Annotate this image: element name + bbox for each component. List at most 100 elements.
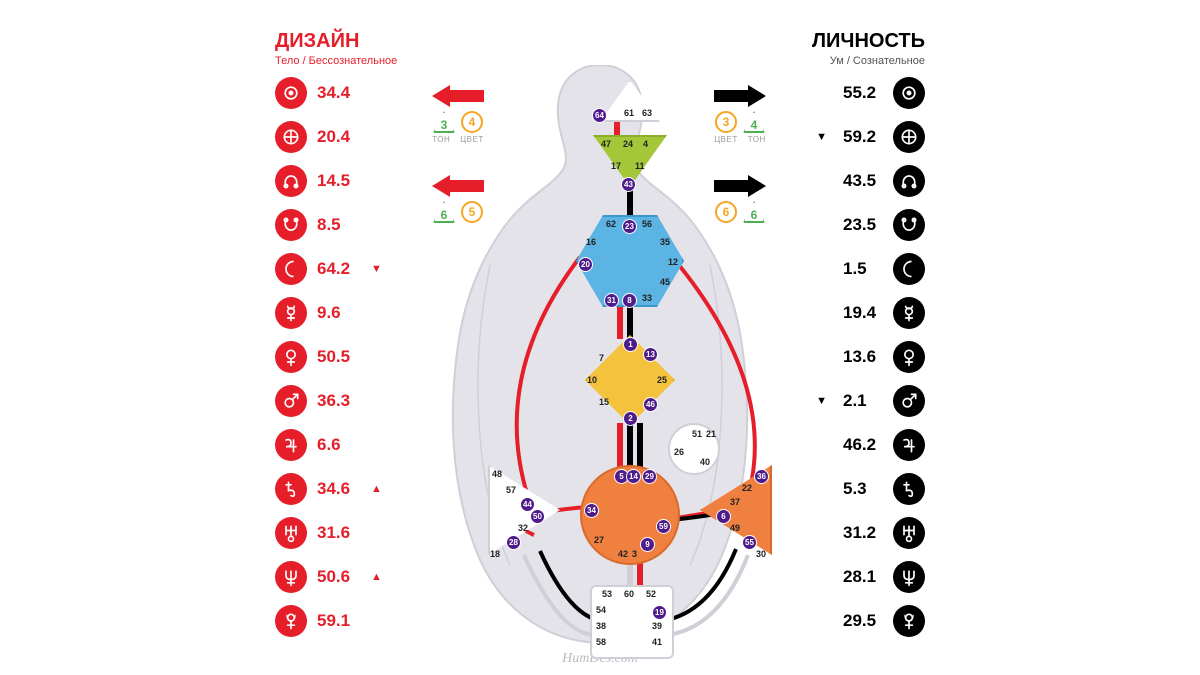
marker-icon: ▲ — [371, 483, 382, 495]
personality-planet-row: 5.3 — [816, 471, 925, 506]
marker-icon: ▲ — [371, 571, 382, 583]
personality-planet-row: 13.6 — [816, 339, 925, 374]
channel-curve — [517, 257, 580, 497]
marker-icon: ▼ — [371, 263, 382, 275]
gate-33: 33 — [642, 293, 652, 303]
gate-46: 46 — [643, 397, 658, 412]
gate-43: 43 — [621, 177, 636, 192]
personality-planet-row: 1.5 — [816, 251, 925, 286]
design-planet-row: 59.1 — [275, 603, 382, 638]
design-planet-row: 34.4 — [275, 75, 382, 110]
planet-value: 34.4 — [317, 83, 357, 103]
planet-value: 23.5 — [843, 215, 883, 235]
planet-value: 9.6 — [317, 303, 357, 323]
planet-value: 8.5 — [317, 215, 357, 235]
gate-25: 25 — [657, 375, 667, 385]
planet-value: 2.1 — [843, 391, 883, 411]
planet-value: 1.5 — [843, 259, 883, 279]
planet-value: 50.6 — [317, 567, 357, 587]
gate-8: 8 — [622, 293, 637, 308]
neptune-icon — [893, 561, 925, 593]
center-g: 1137251015462 — [585, 335, 675, 425]
gate-23: 23 — [622, 219, 637, 234]
planet-value: 14.5 — [317, 171, 357, 191]
center-spleen: 48574450322818 — [488, 465, 560, 555]
center-solar: 3622376495530 — [700, 465, 772, 555]
earth-icon — [893, 121, 925, 153]
mars-icon — [893, 385, 925, 417]
gate-32: 32 — [518, 523, 528, 533]
personality-planet-row: 59.2▼ — [816, 119, 925, 154]
gate-4: 4 — [643, 139, 648, 149]
personality-header: ЛИЧНОСТЬ Ум / Сознательное — [812, 30, 925, 67]
gate-9: 9 — [640, 537, 655, 552]
gate-28: 28 — [506, 535, 521, 550]
design-planet-row: 8.5 — [275, 207, 382, 242]
gate-21: 21 — [706, 429, 716, 439]
design-planet-list: 34.420.414.58.564.2▼9.650.536.36.634.6▲3… — [275, 75, 382, 638]
personality-planet-row: 28.1 — [816, 559, 925, 594]
personality-planet-row: 29.5 — [816, 603, 925, 638]
marker-icon: ▼ — [816, 395, 827, 407]
personality-planet-row: 2.1 ▼ — [816, 383, 925, 418]
gate-34: 34 — [584, 503, 599, 518]
mercury-icon — [893, 297, 925, 329]
design-planet-row: 50.5 — [275, 339, 382, 374]
planet-value: 31.2 — [843, 523, 883, 543]
personality-sub: Ум / Сознательное — [812, 55, 925, 67]
design-planet-row: 64.2 ▼ — [275, 251, 382, 286]
moon-icon — [893, 253, 925, 285]
planet-value: 28.1 — [843, 567, 883, 587]
personality-planet-row: 19.4 — [816, 295, 925, 330]
gate-29: 29 — [642, 469, 657, 484]
gate-31: 31 — [604, 293, 619, 308]
gate-37: 37 — [730, 497, 740, 507]
mars-icon — [275, 385, 307, 417]
center-root: 536052541938395841 — [590, 585, 674, 659]
gate-62: 62 — [606, 219, 616, 229]
gate-45: 45 — [660, 277, 670, 287]
gate-48: 48 — [492, 469, 502, 479]
planet-value: 64.2 — [317, 259, 357, 279]
gate-49: 49 — [730, 523, 740, 533]
gate-16: 16 — [586, 237, 596, 247]
gate-1: 1 — [623, 337, 638, 352]
gate-35: 35 — [660, 237, 670, 247]
planet-value: 31.6 — [317, 523, 357, 543]
planet-value: 59.1 — [317, 611, 357, 631]
personality-planet-row: 31.2 — [816, 515, 925, 550]
design-title: ДИЗАЙН — [275, 30, 397, 53]
gate-42: 42 — [618, 549, 628, 559]
north_node-icon — [275, 165, 307, 197]
sun-icon — [275, 77, 307, 109]
planet-value: 20.4 — [317, 127, 357, 147]
gate-17: 17 — [611, 161, 621, 171]
planet-value: 36.3 — [317, 391, 357, 411]
design-header: ДИЗАЙН Тело / Бессознательное — [275, 30, 397, 67]
personality-planet-row: 43.5 — [816, 163, 925, 198]
gate-12: 12 — [668, 257, 678, 267]
personality-planet-row: 46.2 — [816, 427, 925, 462]
jupiter-icon — [275, 429, 307, 461]
gate-41: 41 — [652, 637, 662, 647]
gate-18: 18 — [490, 549, 500, 559]
gate-57: 57 — [506, 485, 516, 495]
gate-30: 30 — [756, 549, 766, 559]
marker-icon: ▼ — [816, 131, 827, 143]
design-planet-row: 20.4 — [275, 119, 382, 154]
gate-7: 7 — [599, 353, 604, 363]
planet-value: 5.3 — [843, 479, 883, 499]
design-sub: Тело / Бессознательное — [275, 55, 397, 67]
design-planet-row: 9.6 — [275, 295, 382, 330]
gate-51: 51 — [692, 429, 702, 439]
earth-icon — [275, 121, 307, 153]
gate-20: 20 — [578, 257, 593, 272]
gate-10: 10 — [587, 375, 597, 385]
design-planet-row: 14.5 — [275, 163, 382, 198]
gate-58: 58 — [596, 637, 606, 647]
center-throat: 622356163520124531833 — [576, 215, 684, 307]
gate-60: 60 — [624, 589, 634, 599]
neptune-icon — [275, 561, 307, 593]
gate-50: 50 — [530, 509, 545, 524]
planet-value: 55.2 — [843, 83, 883, 103]
